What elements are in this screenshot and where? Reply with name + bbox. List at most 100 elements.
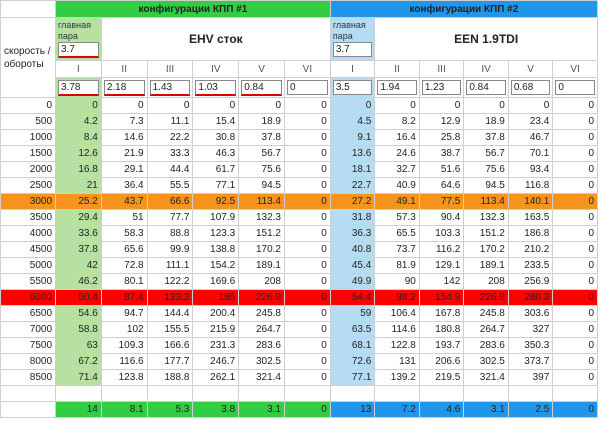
ratio-input[interactable]: 0 [287,80,328,95]
speed-cell: 98.2 [374,289,420,306]
speed-cell: 50.4 [55,289,102,306]
speed-cell: 0 [329,97,376,114]
main-pair-input[interactable]: 3.7 [58,42,99,58]
speed-cell: 7.3 [100,113,148,130]
rpm-cell: 7000 [0,321,57,338]
speed-cell: 80.1 [100,273,148,290]
speed-cell: 58.3 [100,225,148,242]
speed-cell: 63 [55,337,102,354]
empty-cell [0,401,57,418]
speed-cell: 18.9 [238,113,285,130]
rpm-cell: 4000 [0,225,57,242]
speed-cell: 44.4 [146,161,194,178]
speed-cell: 42 [55,257,102,274]
speed-cell: 177.7 [146,353,194,370]
empty-cell [0,385,57,402]
empty-cell [463,385,509,402]
speed-cell: 38.7 [418,145,465,162]
speed-cell: 21.9 [100,145,148,162]
speed-cell: 0 [552,321,598,338]
ratio-input[interactable]: 1.03 [195,79,237,96]
speed-cell: 208 [463,273,509,290]
gear-label: V [238,60,285,78]
summary-cell: 8.1 [100,401,148,418]
speed-cell: 36.4 [100,177,148,194]
ratio-input[interactable]: 1.43 [149,79,191,96]
speed-cell: 397 [507,369,554,386]
ratio-input[interactable]: 1.94 [377,80,417,95]
speed-cell: 256.9 [507,273,554,290]
speed-cell: 12.9 [418,113,465,130]
speed-cell: 0 [284,177,331,194]
speed-cell: 54.4 [329,289,376,306]
gear-label: IV [192,60,240,78]
speed-cell: 0 [552,161,598,178]
speed-cell: 206.6 [418,353,465,370]
speed-cell: 321.4 [463,369,509,386]
speed-cell: 90.4 [418,209,465,226]
ratio-input[interactable]: 0 [555,80,595,95]
speed-cell: 66.6 [146,193,194,210]
data-row: 6500 54.6 94.7 144.4 200.4 245.8 0 59 106.4 167.8… [0,305,598,322]
speed-cell: 154.9 [418,289,465,306]
main-pair-label: главная пара [58,20,91,41]
speed-cell: 0 [552,145,598,162]
speed-cell: 72.6 [329,353,376,370]
ratio-row: 3.78 2.18 1.43 1.03 0.84 0 3.5 1.94 1.23 0.84 0.68… [1,77,598,98]
speed-cell: 4.2 [55,113,102,130]
speed-cell: 0 [552,289,598,306]
ratio-input[interactable]: 2.18 [103,79,145,96]
ratio-cell: 0 [284,77,331,98]
summary-cell: 0 [552,401,598,418]
speed-cell: 75.6 [238,161,285,178]
gear-label: II [374,60,420,78]
rpm-cell: 3000 [0,193,57,210]
ratio-input[interactable]: 3.78 [58,79,99,96]
speed-cell: 151.2 [238,225,285,242]
speed-cell: 140.1 [507,193,554,210]
ratio-input[interactable]: 0.84 [241,79,282,96]
speed-cell: 280.3 [507,289,554,306]
speed-cell: 303.6 [507,305,554,322]
rpm-cell: 0 [0,97,57,114]
ratio-input[interactable]: 1.23 [421,80,462,95]
main-pair-input[interactable]: 3.7 [332,42,373,57]
rpm-cell: 5000 [0,257,57,274]
ratio-cell: 0.84 [238,77,285,98]
speed-cell: 0 [284,305,331,322]
rpm-cell: 4500 [0,241,57,258]
speed-cell: 40.8 [329,241,376,258]
speed-cell: 4.5 [329,113,376,130]
speed-cell: 12.6 [55,145,102,162]
ratio-input[interactable]: 0.84 [466,80,506,95]
data-row: 6000 50.4 87.4 133.3 185 226.9 0 54.4 98.2 154.9 2… [0,289,598,306]
speed-cell: 321.4 [238,369,285,386]
speed-cell: 0 [146,97,194,114]
summary-cell: 3.1 [238,401,285,418]
speed-cell: 189.1 [238,257,285,274]
ratio-input[interactable]: 3.5 [332,80,373,95]
speed-cell: 0 [284,241,331,258]
speed-cell: 70.1 [507,145,554,162]
speed-cell: 170.2 [463,241,509,258]
ratio-cell: 1.03 [192,77,240,98]
ratio-cell: 1.23 [418,77,465,98]
group-title: конфигурации КПП #1 [55,0,331,18]
speed-cell: 0 [284,145,331,162]
speed-cell: 72.8 [100,257,148,274]
empty-cell [329,385,376,402]
speed-cell: 0 [552,225,598,242]
speed-cell: 0 [552,97,598,114]
speed-cell: 233.5 [507,257,554,274]
speed-cell: 113.4 [238,193,285,210]
speed-cell: 75.6 [463,161,509,178]
main-pair-cell: главная пара 3.7 [55,17,102,61]
gear-label: II [100,60,148,78]
speed-cell: 170.2 [238,241,285,258]
speed-cell: 0 [284,97,331,114]
ratio-input[interactable]: 0.68 [510,80,551,95]
speed-cell: 0 [284,113,331,130]
gear-row: I II III IV V VI I II III IV V VI [1,60,598,78]
speed-cell: 29.4 [55,209,102,226]
speed-cell: 0 [55,97,102,114]
